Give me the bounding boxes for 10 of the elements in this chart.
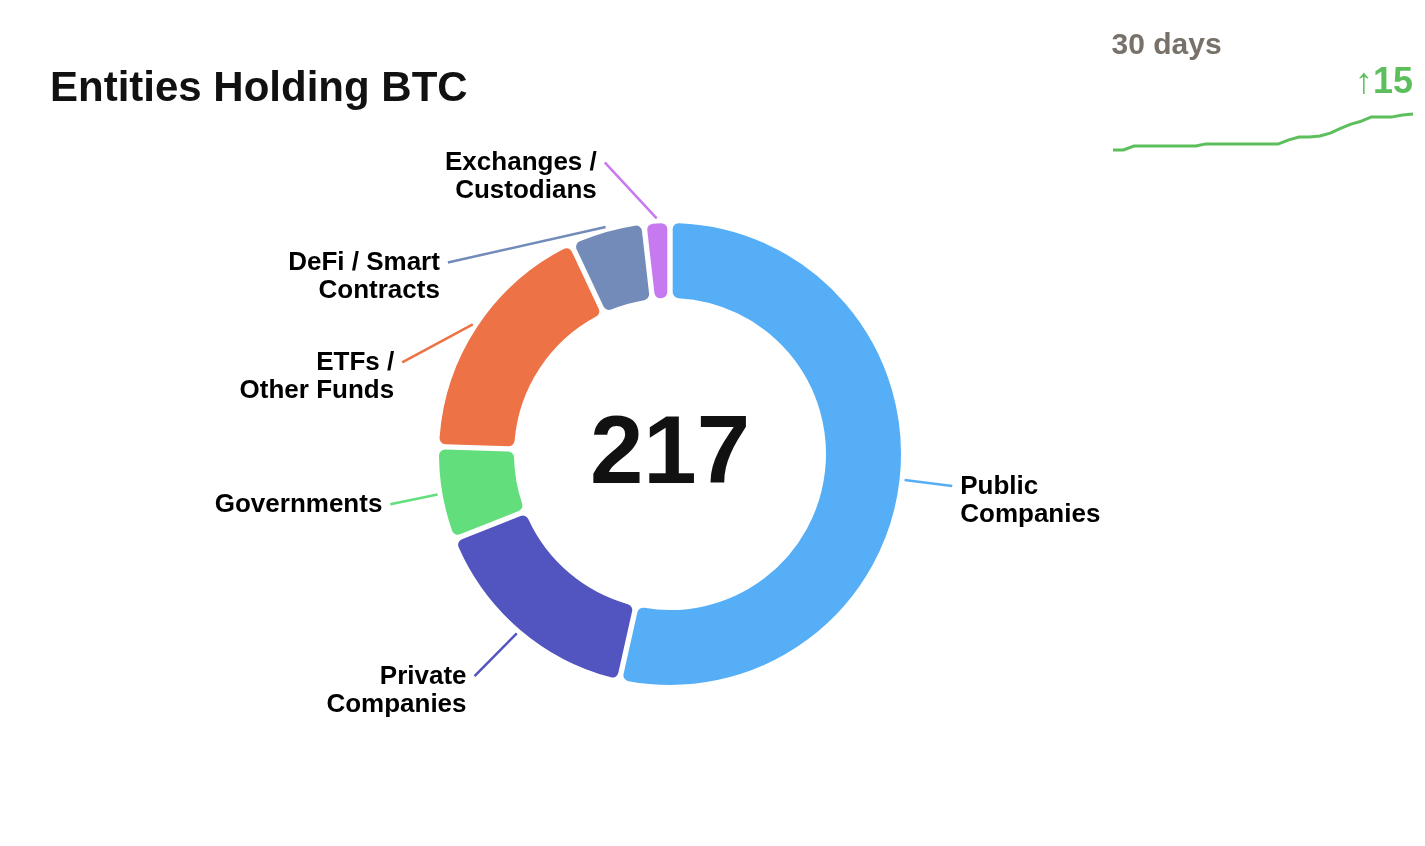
chart-title: 30 days xyxy=(1111,27,1222,60)
chart-title: Entities Holding BTC xyxy=(50,63,468,110)
text: ↑15 xyxy=(1354,60,1413,101)
slice-label: Exchanges / Custodians xyxy=(445,146,597,205)
slice-label: DeFi / Smart Contracts xyxy=(288,246,441,305)
slice-label: Public Companies xyxy=(960,470,1101,529)
slice-label: ETFs / Other Funds xyxy=(239,346,395,405)
slice-label: Governments xyxy=(214,488,383,519)
text: 217 xyxy=(589,396,751,503)
slice-label: Private Companies xyxy=(326,660,467,719)
